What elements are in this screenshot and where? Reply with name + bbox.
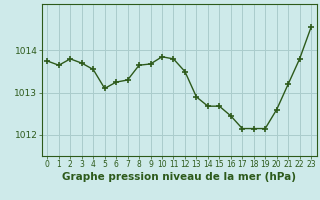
- X-axis label: Graphe pression niveau de la mer (hPa): Graphe pression niveau de la mer (hPa): [62, 172, 296, 182]
